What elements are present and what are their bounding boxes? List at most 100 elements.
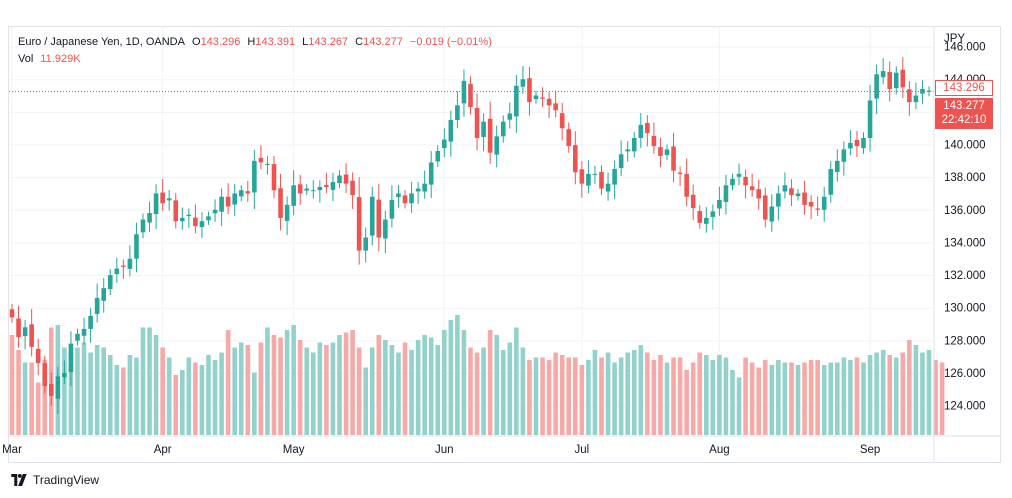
tradingview-logo-icon[interactable] bbox=[10, 474, 28, 486]
month-tick-label: Jul bbox=[574, 444, 589, 456]
candle bbox=[841, 141, 847, 176]
volume-bar bbox=[461, 330, 467, 435]
candle-body bbox=[913, 95, 919, 103]
candle-body bbox=[762, 195, 768, 220]
candle-body bbox=[363, 237, 368, 251]
candle bbox=[376, 184, 382, 252]
candle-body bbox=[579, 169, 585, 184]
candle bbox=[854, 131, 860, 158]
volume-bar bbox=[317, 342, 323, 435]
candle bbox=[684, 158, 689, 207]
candle bbox=[350, 172, 355, 210]
volume-bar bbox=[442, 330, 447, 435]
candle bbox=[730, 173, 735, 191]
candle bbox=[317, 180, 323, 203]
candle bbox=[514, 75, 519, 133]
candle-body bbox=[645, 122, 650, 134]
volume-bar bbox=[520, 347, 526, 435]
candle-body bbox=[376, 199, 382, 238]
candle bbox=[311, 180, 316, 199]
volume-bar bbox=[880, 350, 886, 435]
time-axis: Mar Apr May Jun Jul Aug Sep bbox=[2, 444, 880, 456]
volume-bar bbox=[658, 355, 663, 435]
candle-body bbox=[736, 173, 742, 177]
candle-body bbox=[612, 168, 617, 185]
candle bbox=[422, 170, 427, 199]
low-value: 143.267 bbox=[308, 36, 349, 48]
volume-bar bbox=[75, 347, 80, 435]
candle bbox=[107, 268, 113, 296]
volume-bar bbox=[121, 367, 126, 435]
candle-body bbox=[776, 193, 781, 207]
candle bbox=[848, 130, 853, 156]
volume-bar bbox=[579, 365, 585, 435]
currency-label[interactable]: JPY bbox=[944, 33, 966, 45]
candle-body bbox=[428, 162, 434, 185]
candle bbox=[546, 91, 552, 119]
candle bbox=[795, 188, 801, 201]
candle-body bbox=[160, 192, 165, 204]
candle bbox=[297, 174, 303, 205]
candlesticks bbox=[9, 57, 932, 415]
candle bbox=[743, 169, 748, 199]
candle bbox=[147, 201, 152, 232]
candle-body bbox=[625, 149, 630, 152]
volume-bar bbox=[638, 345, 644, 435]
candle-body bbox=[35, 348, 41, 364]
open-value: 143.296 bbox=[200, 36, 241, 48]
candle-body bbox=[140, 219, 146, 233]
volume-bar bbox=[88, 352, 93, 435]
symbol-title[interactable]: Euro / Japanese Yen, 1D, OANDA bbox=[18, 36, 185, 48]
candle-body bbox=[356, 197, 362, 251]
candle bbox=[605, 172, 611, 201]
candle bbox=[907, 81, 912, 116]
candle bbox=[671, 132, 676, 183]
volume-bar bbox=[776, 360, 781, 435]
candle-body bbox=[219, 196, 224, 212]
candle bbox=[821, 186, 827, 222]
volume-bar bbox=[789, 362, 794, 435]
candle-body bbox=[573, 145, 578, 173]
candle bbox=[579, 161, 585, 198]
candle bbox=[455, 91, 460, 129]
candle-body bbox=[383, 219, 388, 239]
candle-body bbox=[743, 176, 748, 186]
volume-bar bbox=[704, 355, 709, 435]
candle bbox=[481, 113, 486, 152]
candle bbox=[127, 245, 133, 277]
candle-body bbox=[861, 137, 866, 149]
candle bbox=[658, 137, 663, 168]
candle bbox=[835, 149, 840, 182]
candle-body bbox=[841, 149, 847, 162]
vol-label[interactable]: Vol bbox=[18, 53, 34, 65]
volume-bar bbox=[389, 345, 395, 435]
volume-bar bbox=[337, 335, 342, 435]
candle bbox=[448, 110, 454, 157]
candle bbox=[618, 140, 624, 177]
candle bbox=[304, 184, 310, 195]
candle-body bbox=[500, 121, 506, 137]
volume-bar bbox=[245, 345, 251, 435]
candle-body bbox=[245, 191, 251, 194]
candle-body bbox=[559, 113, 565, 129]
brand-name[interactable]: TradingView bbox=[33, 473, 100, 487]
candle-body bbox=[186, 214, 192, 216]
volume-bar bbox=[369, 347, 375, 435]
grid bbox=[9, 27, 934, 435]
candle-body bbox=[389, 199, 395, 219]
candle bbox=[900, 57, 906, 99]
close-label: C bbox=[355, 36, 364, 48]
volume-bar bbox=[546, 360, 552, 435]
volume-bar bbox=[592, 350, 598, 435]
candle bbox=[638, 113, 644, 148]
candle bbox=[160, 178, 165, 211]
volume-bar bbox=[238, 342, 244, 435]
volume-bar bbox=[841, 357, 847, 435]
candle-body bbox=[337, 175, 342, 184]
candle-body bbox=[206, 216, 211, 221]
candle bbox=[494, 125, 499, 168]
volume-bar bbox=[828, 362, 834, 435]
volume-bar bbox=[939, 362, 945, 435]
candle-body bbox=[907, 89, 912, 103]
